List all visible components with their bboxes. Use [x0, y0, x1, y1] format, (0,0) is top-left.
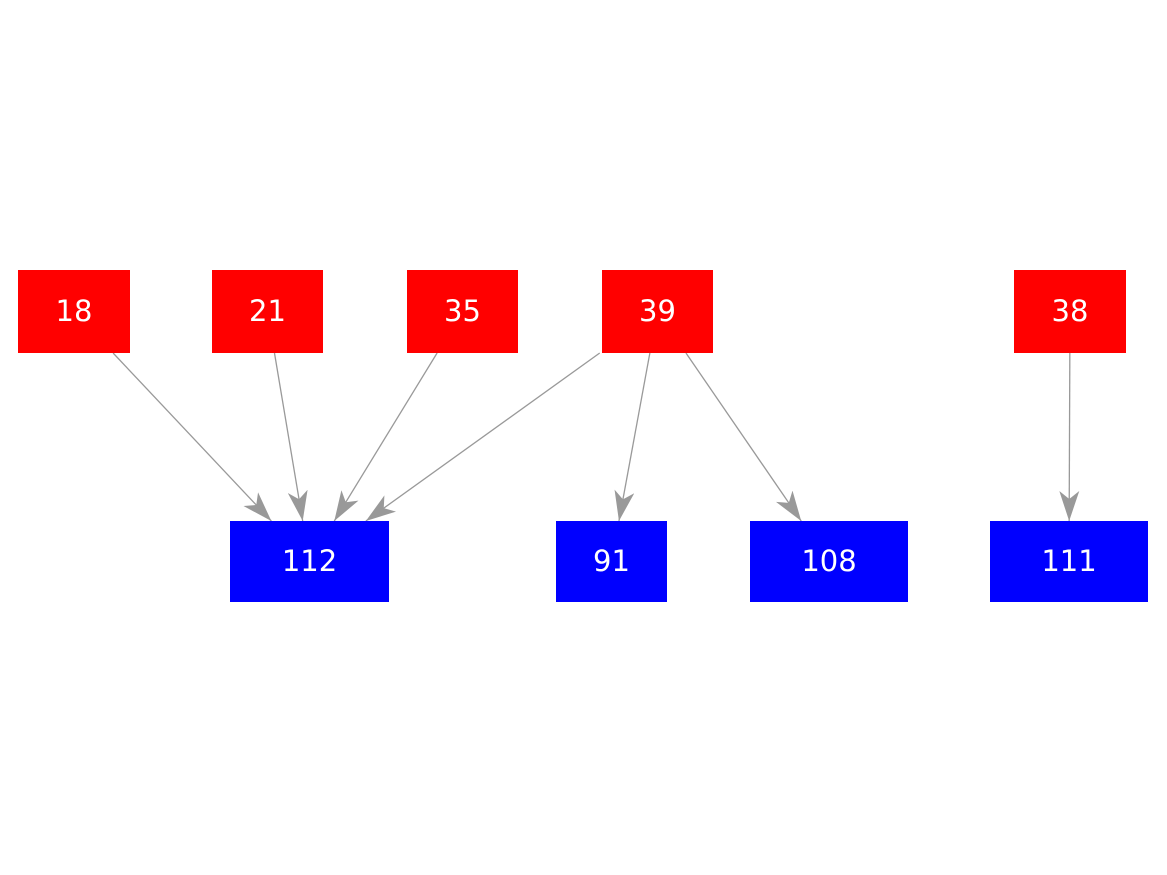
node-38: 38 [1014, 270, 1126, 353]
node-91: 91 [556, 521, 667, 602]
node-label: 108 [801, 544, 857, 578]
node-35: 35 [407, 270, 518, 353]
node-label: 112 [281, 544, 338, 578]
node-111: 111 [990, 521, 1148, 602]
edge-39-91 [614, 352, 651, 522]
node-18: 18 [18, 270, 130, 353]
node-108: 108 [750, 521, 908, 602]
node-label: 39 [639, 294, 676, 328]
node-label: 21 [249, 294, 286, 328]
node-112: 112 [230, 521, 389, 602]
node-label: 35 [444, 294, 481, 328]
node-39: 39 [602, 270, 713, 353]
edge-21-112 [273, 352, 308, 522]
node-label: 111 [1041, 544, 1097, 578]
edge-38-111 [1059, 352, 1080, 522]
node-label: 18 [55, 294, 93, 328]
node-label: 91 [593, 544, 630, 578]
node-21: 21 [212, 270, 323, 353]
edge-39-112 [365, 352, 601, 522]
node-label: 38 [1051, 294, 1089, 328]
edge-18-112 [112, 352, 272, 522]
edge-35-112 [333, 352, 438, 522]
edge-39-108 [685, 352, 802, 522]
